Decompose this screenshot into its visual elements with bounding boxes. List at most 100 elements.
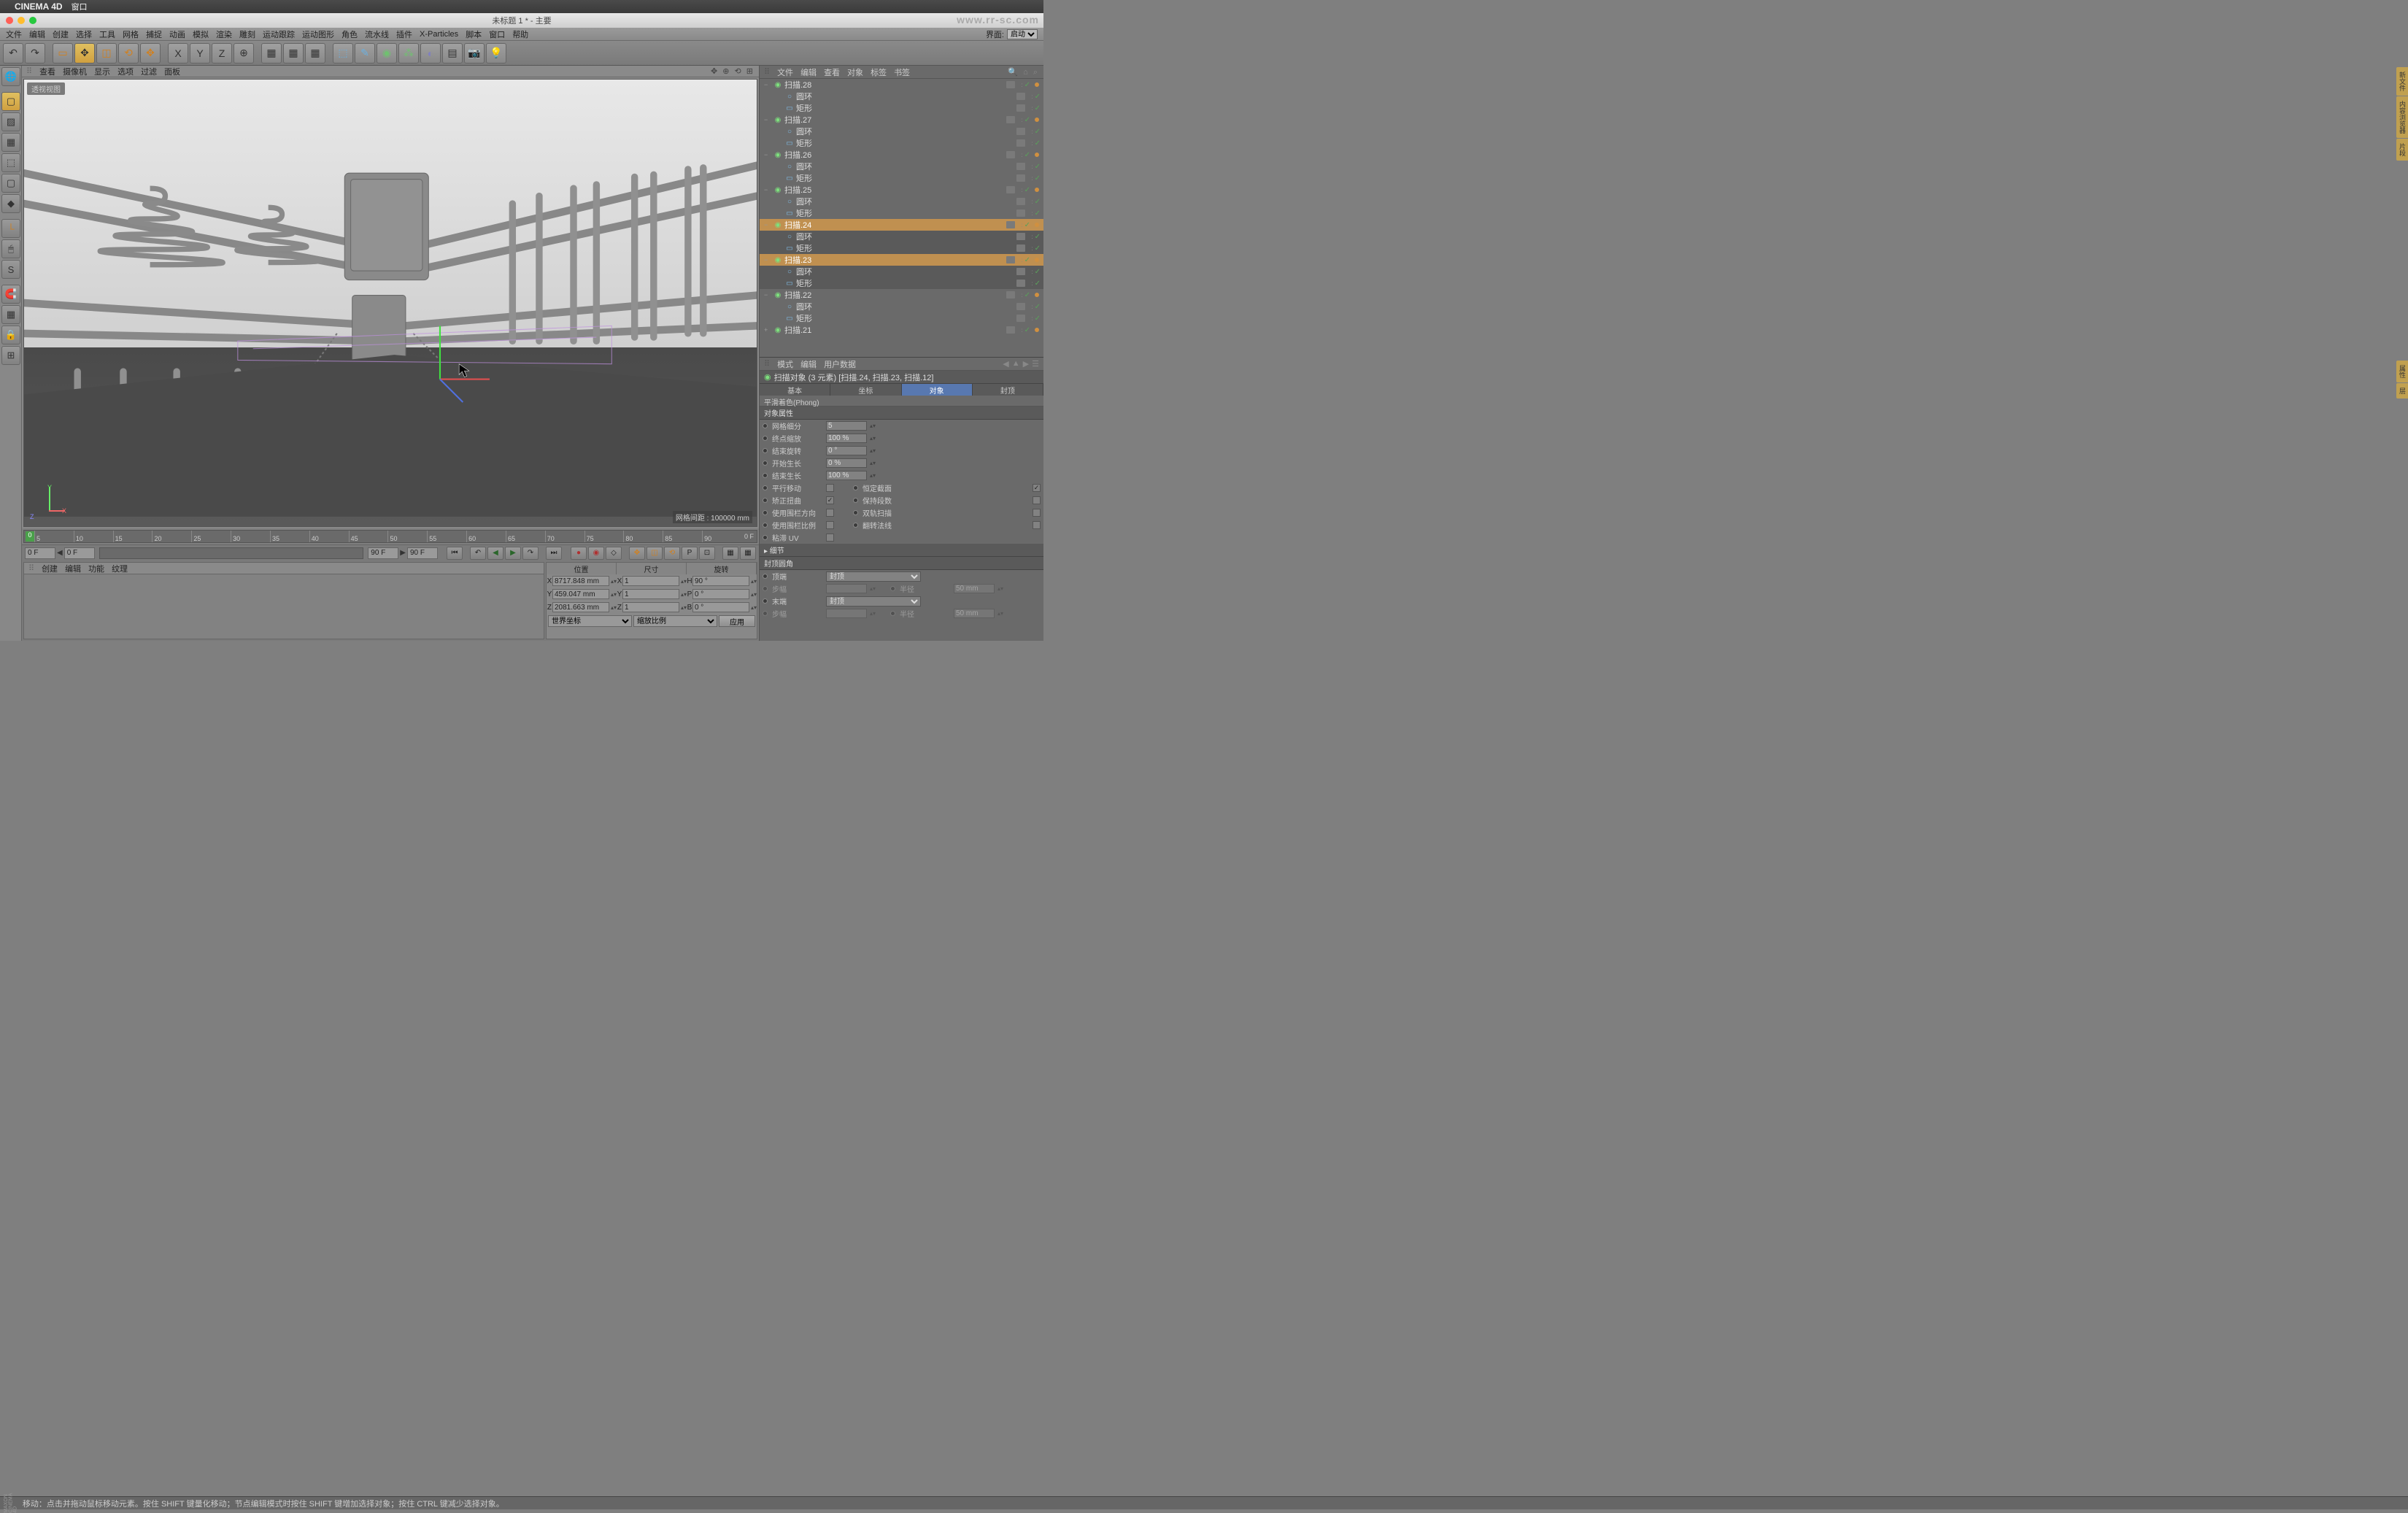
attr-input[interactable] — [826, 434, 867, 443]
attr-input[interactable] — [826, 458, 867, 468]
visibility-toggle[interactable]: ✓ — [1035, 245, 1041, 253]
tree-twisty[interactable]: − — [764, 81, 771, 88]
attr-input[interactable] — [826, 471, 867, 480]
layer-swatch[interactable] — [1016, 315, 1025, 322]
layer-swatch[interactable] — [1016, 174, 1025, 182]
viewport-solo[interactable]: 🖱 — [1, 239, 20, 258]
layer-swatch[interactable] — [1016, 163, 1025, 170]
macos-menu-window[interactable]: 窗口 — [72, 1, 88, 12]
timeline-tick[interactable]: 85 — [663, 531, 702, 542]
minimize-button[interactable] — [18, 17, 25, 24]
redo-button[interactable]: ↷ — [25, 43, 45, 63]
checkbox[interactable] — [1033, 509, 1041, 517]
coord-scale-mode[interactable]: 缩放比例 — [633, 615, 717, 627]
menu-file[interactable]: 文件 — [6, 28, 22, 40]
workplane-mode[interactable]: ▦ — [1, 133, 20, 152]
visibility-toggle[interactable]: ✓ — [1035, 268, 1041, 276]
layer-swatch[interactable] — [1006, 221, 1015, 228]
tree-twisty[interactable]: − — [764, 256, 771, 263]
pos-Y[interactable] — [552, 589, 609, 599]
object-name[interactable]: 矩形 — [796, 102, 1015, 114]
array-tool[interactable]: ⁂ — [398, 43, 419, 63]
am-menu-icon[interactable]: ☰ — [1032, 359, 1039, 369]
polygon-mode[interactable]: ◆ — [1, 194, 20, 213]
keyframe-sel[interactable]: ◇ — [606, 547, 622, 560]
layout-select[interactable]: 启动 — [1007, 29, 1038, 39]
tree-row[interactable]: ○ 圆环 : ✓ — [760, 266, 1043, 277]
visibility-toggle[interactable]: ✓ — [1035, 104, 1041, 112]
phong-tag[interactable] — [1035, 118, 1039, 122]
menu-simulate[interactable]: 模拟 — [193, 28, 209, 40]
tree-twisty[interactable]: + — [764, 326, 771, 334]
object-name[interactable]: 矩形 — [796, 172, 1015, 184]
object-name[interactable]: 扫描.26 — [784, 149, 1005, 161]
mat-menu-texture[interactable]: 纹理 — [112, 563, 128, 574]
play-sound[interactable]: ▦ — [722, 547, 738, 560]
visibility-toggle[interactable]: ✓ — [1035, 174, 1041, 182]
checkbox[interactable] — [1033, 496, 1041, 504]
pen-tool[interactable]: ✎ — [355, 43, 375, 63]
step-input[interactable] — [826, 584, 867, 593]
materials-list[interactable] — [24, 574, 544, 639]
timeline-tick[interactable]: 5 — [34, 531, 74, 542]
visibility-toggle[interactable]: ✓ — [1035, 303, 1041, 311]
checkbox[interactable] — [1033, 521, 1041, 529]
phong-tag[interactable] — [1035, 223, 1039, 227]
visibility-toggle[interactable]: ✓ — [1035, 198, 1041, 206]
attr-detail[interactable]: ▸ 细节 — [760, 544, 1043, 557]
tree-row[interactable]: − ◉ 扫描.25 : ✓ — [760, 184, 1043, 196]
tree-row[interactable]: − ◉ 扫描.24 : ✓ — [760, 219, 1043, 231]
record-key[interactable]: ● — [571, 547, 587, 560]
visibility-toggle[interactable]: ✓ — [1024, 256, 1030, 264]
light-tool[interactable]: 💡 — [486, 43, 506, 63]
menu-help[interactable]: 帮助 — [512, 28, 528, 40]
layer-swatch[interactable] — [1016, 303, 1025, 310]
pos-X[interactable] — [552, 576, 609, 586]
apply-button[interactable]: 应用 — [719, 615, 755, 627]
am-nav-fwd[interactable]: ▶ — [1023, 359, 1029, 369]
tree-twisty[interactable]: − — [764, 186, 771, 193]
layer-swatch[interactable] — [1016, 268, 1025, 275]
object-name[interactable]: 矩形 — [796, 242, 1015, 254]
timeline-tick[interactable]: 40 — [309, 531, 349, 542]
layer-swatch[interactable] — [1016, 233, 1025, 240]
prev-key[interactable]: ↶ — [470, 547, 486, 560]
rotate-tool[interactable]: ⟲ — [118, 43, 139, 63]
coord-system[interactable]: ⊕ — [234, 43, 254, 63]
om-menu-view[interactable]: 查看 — [824, 66, 840, 78]
timeline-tick[interactable]: 65 — [506, 531, 545, 542]
menu-sculpt[interactable]: 雕刻 — [239, 28, 255, 40]
sidetab-clips[interactable]: 片段 — [2396, 139, 2408, 161]
om-menu-file[interactable]: 文件 — [777, 66, 793, 78]
sidetab-attr[interactable]: 属性 — [2396, 361, 2408, 382]
move-tool[interactable]: ✥ — [74, 43, 95, 63]
checkbox[interactable]: ✓ — [1033, 484, 1041, 492]
phong-tag[interactable] — [1035, 328, 1039, 332]
object-name[interactable]: 矩形 — [796, 312, 1015, 324]
rot-Y[interactable] — [692, 589, 749, 599]
attr-input[interactable] — [826, 446, 867, 455]
sidetab-structure[interactable]: 新文件 — [2396, 67, 2408, 96]
tree-row[interactable]: − ◉ 扫描.27 : ✓ — [760, 114, 1043, 126]
size-Z[interactable] — [622, 602, 679, 612]
play-forward[interactable]: ▶ — [505, 547, 521, 560]
object-name[interactable]: 扫描.24 — [784, 219, 1005, 231]
vp-menu-filter[interactable]: 过滤 — [141, 66, 157, 77]
tree-twisty[interactable]: − — [764, 291, 771, 299]
z-axis-lock[interactable]: Z — [212, 43, 232, 63]
phong-tag[interactable] — [1035, 293, 1039, 297]
cap-select[interactable]: 封顶 — [826, 596, 921, 607]
visibility-toggle[interactable]: ✓ — [1035, 93, 1041, 101]
tree-row[interactable]: ○ 圆环 : ✓ — [760, 301, 1043, 312]
tree-row[interactable]: ○ 圆环 : ✓ — [760, 231, 1043, 242]
object-name[interactable]: 圆环 — [796, 161, 1015, 172]
am-menu-edit[interactable]: 编辑 — [800, 358, 817, 370]
menu-script[interactable]: 脚本 — [466, 28, 482, 40]
om-menu-bookmarks[interactable]: 书签 — [894, 66, 910, 78]
layer-swatch[interactable] — [1016, 209, 1025, 217]
tree-row[interactable]: ▭ 矩形 : ✓ — [760, 242, 1043, 254]
timeline-tick[interactable]: 45 — [349, 531, 388, 542]
object-tree[interactable]: − ◉ 扫描.28 : ✓ ○ 圆环 : ✓ ▭ 矩形 : ✓ − ◉ 扫描.2… — [760, 79, 1043, 357]
timeline-tick[interactable]: 75 — [584, 531, 624, 542]
visibility-toggle[interactable]: ✓ — [1035, 209, 1041, 217]
